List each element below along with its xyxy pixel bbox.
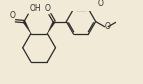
Text: O: O (98, 0, 104, 8)
Text: O: O (44, 4, 50, 13)
Text: O: O (105, 22, 111, 31)
Polygon shape (23, 21, 31, 34)
Text: OH: OH (29, 4, 41, 13)
Text: O: O (10, 11, 16, 20)
Polygon shape (47, 21, 55, 34)
